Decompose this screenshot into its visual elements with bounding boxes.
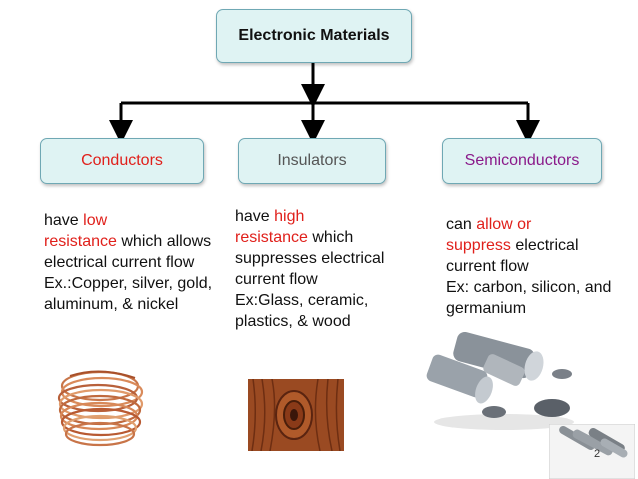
copper-wire-image [50, 356, 152, 452]
insulators-label: Insulators [277, 152, 347, 169]
root-node-label: Electronic Materials [238, 27, 390, 44]
insulators-description: have high resistance which suppresses ele… [235, 208, 385, 330]
semiconductors-description: can allow or suppress electrical current … [446, 216, 612, 317]
semiconductors-box: Semiconductors [442, 138, 602, 184]
semiconductors-examples: Ex: carbon, silicon, and germanium [446, 279, 612, 317]
conductors-description: have low resistance which allows electric… [44, 212, 213, 313]
root-node-box: Electronic Materials [216, 9, 412, 63]
wood-image [248, 379, 344, 451]
page-number: 2 [594, 448, 601, 460]
conductors-label: Conductors [81, 152, 163, 169]
conductors-examples: Ex.:Copper, silver, gold, aluminum, & ni… [44, 275, 213, 313]
insulators-box: Insulators [238, 138, 386, 184]
silicon-ingots-image [424, 332, 584, 432]
semiconductors-label: Semiconductors [464, 152, 580, 169]
metal-rods-image [549, 424, 635, 479]
insulators-examples: Ex:Glass, ceramic, plastics, & wood [235, 292, 369, 330]
conductors-box: Conductors [40, 138, 204, 184]
